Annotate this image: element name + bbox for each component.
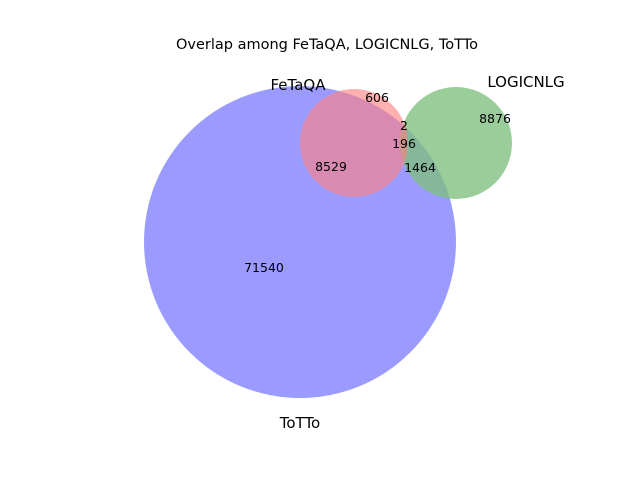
logicnlg-only-count: 8876 <box>479 111 511 126</box>
fetaqa-logicnlg-count: 2 <box>400 118 408 133</box>
fetaqa-only-count: 606 <box>365 90 389 105</box>
fetaqa-set-label: FeTaQA <box>271 76 327 94</box>
totto-set-label: ToTTo <box>279 414 320 432</box>
logicnlg-circle <box>400 87 512 199</box>
all-three-count: 196 <box>392 136 416 151</box>
logicnlg-set-label: LOGICNLG <box>487 73 564 91</box>
chart-title: Overlap among FeTaQA, LOGICNLG, ToTTo <box>176 37 478 53</box>
totto-only-count: 71540 <box>244 260 284 275</box>
fetaqa-totto-count: 8529 <box>315 159 347 174</box>
logicnlg-totto-count: 1464 <box>404 160 436 175</box>
fetaqa-circle <box>300 89 408 197</box>
